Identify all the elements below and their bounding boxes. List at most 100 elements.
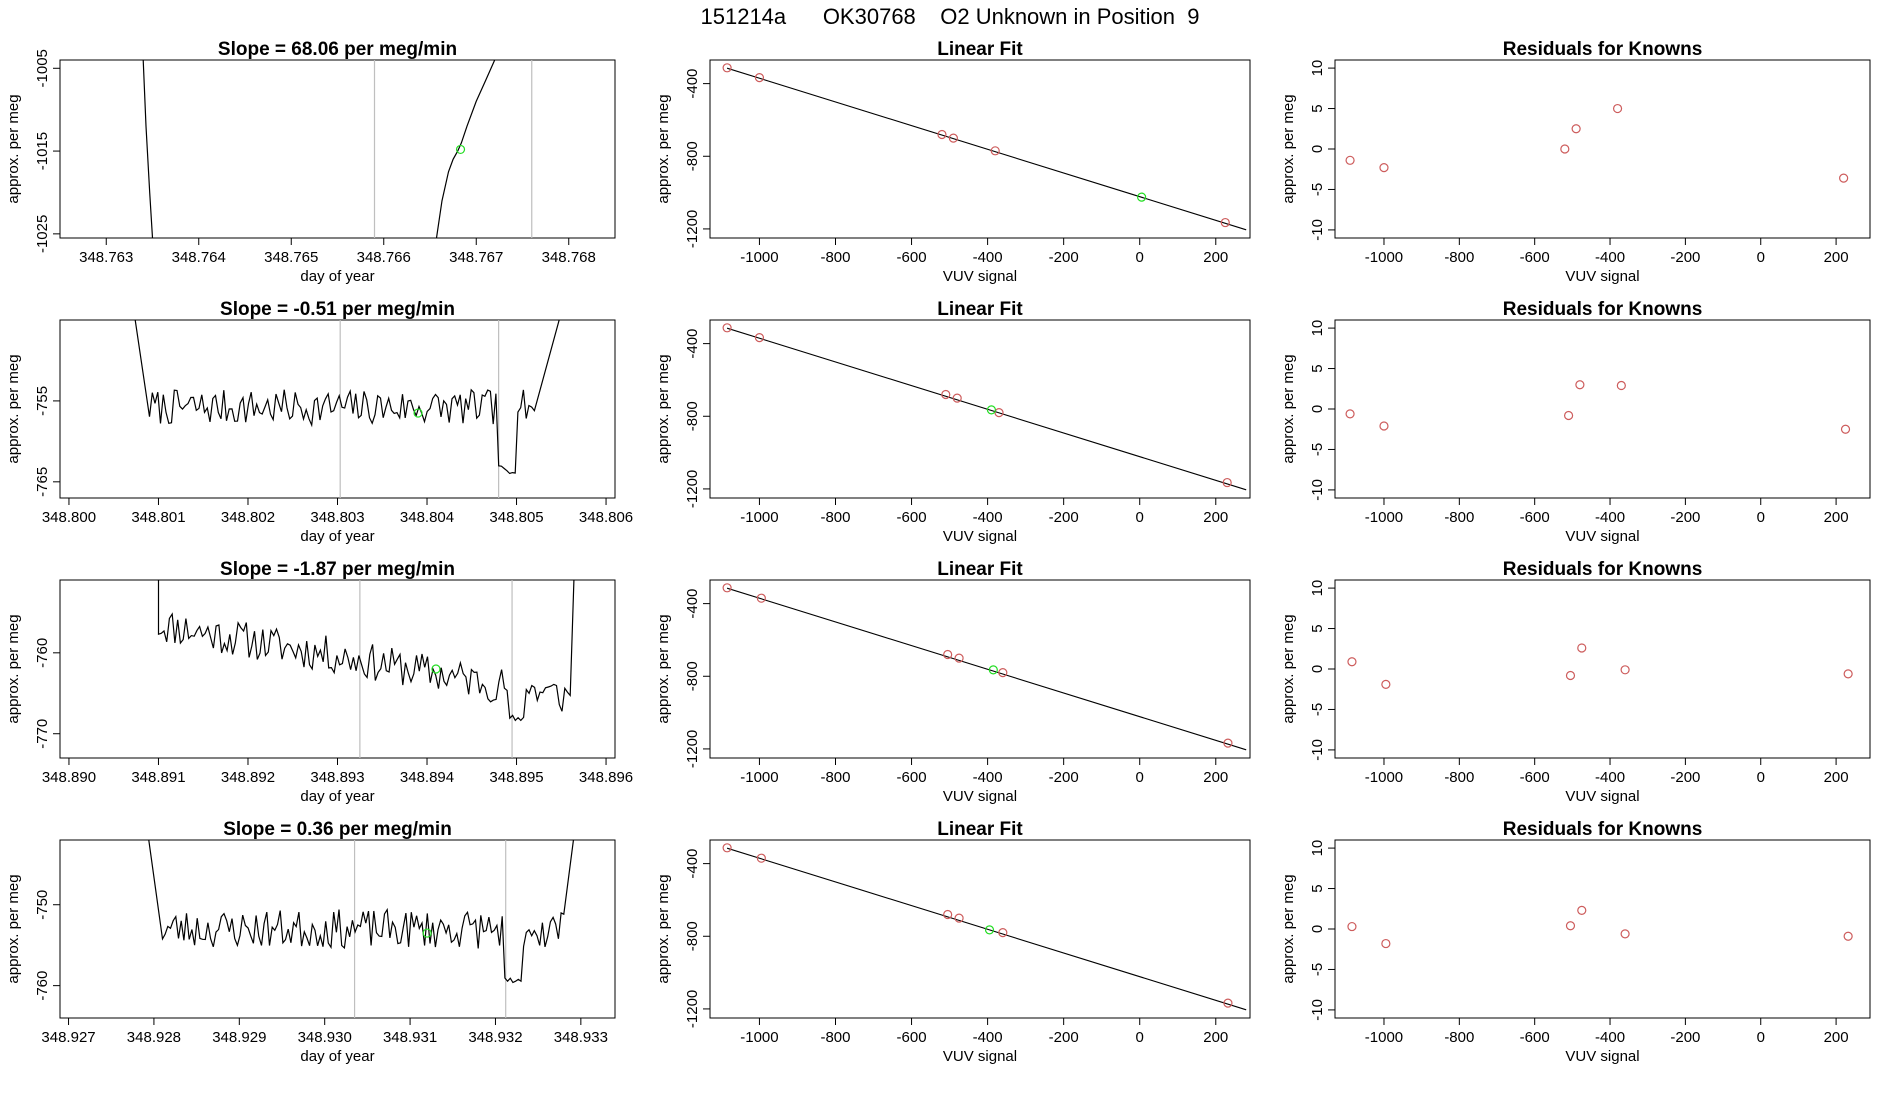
x-tick-label: 348.932 [468,1029,522,1046]
plot-frame [59,839,616,1019]
y-tick-label: -400 [684,69,701,99]
known-point [1220,217,1230,228]
plot-area [1347,643,1853,689]
y-tick-label: -5 [1309,443,1326,456]
x-axis-label: VUV signal [943,1048,1017,1065]
x-tick-label: 348.806 [579,509,633,526]
fit-line [726,67,1247,231]
x-tick-label: 348.802 [221,509,275,526]
unknown-point [455,144,466,155]
y-tick-label: -400 [684,849,701,879]
y-tick-label: 5 [1309,104,1326,112]
x-tick-label: 348.804 [400,509,454,526]
x-tick-label: -1000 [740,769,778,786]
y-tick-label: 10 [1309,320,1326,337]
x-tick-label: 348.764 [172,249,226,266]
x-tick-label: -800 [820,509,850,526]
panel-title: Linear Fit [937,39,1023,60]
panel-r1-resid: Residuals for Knowns-1000 -800 -600 -400 -20… [1280,39,1871,285]
x-tick-label: 348.930 [298,1029,352,1046]
y-tick-label: -5 [1309,183,1326,196]
x-tick-label: -1000 [1365,249,1403,266]
x-tick-label: -400 [1595,249,1625,266]
x-tick-label: 0 [1757,1029,1765,1046]
x-tick-label: 348.929 [212,1029,266,1046]
unknown-point [1137,192,1147,202]
panel-r1-trace: Slope = 68.06 per meg/min 348.763 348.764 3… [5,39,616,285]
y-tick-label: -770 [34,719,51,749]
x-axis-label: VUV signal [1565,1048,1639,1065]
x-axis-label: day of year [300,268,374,285]
y-tick-label: -1005 [34,49,51,87]
x-tick-label: -400 [973,769,1003,786]
y-tick-label: 10 [1309,580,1326,597]
y-tick-label: -10 [1309,219,1326,241]
y-axis-label: approx. per meg [1280,94,1297,203]
y-axis-label: approx. per meg [655,94,672,203]
panel-title: Residuals for Knowns [1503,559,1703,580]
known-point [1577,905,1587,915]
x-tick-label: 200 [1824,769,1849,786]
x-tick-label: 348.933 [554,1029,608,1046]
known-point [948,133,958,143]
panel-r3-resid: Residuals for Knowns-1000 -800 -600 -400 -20… [1280,559,1871,805]
plot-frame [1334,59,1871,239]
known-point [1843,931,1853,941]
plot-frame [709,319,1251,499]
panel-title: Residuals for Knowns [1503,39,1703,60]
x-tick-label: -400 [1595,769,1625,786]
x-tick-label: 348.893 [310,769,364,786]
x-tick-label: 348.891 [131,769,185,786]
x-tick-label: 348.892 [221,769,275,786]
x-tick-label: -600 [897,249,927,266]
y-axis-label: approx. per meg [5,874,22,983]
y-tick-label: -1200 [684,730,701,768]
y-axis-label: approx. per meg [1280,874,1297,983]
x-tick-label: 348.894 [400,769,454,786]
panel-r3-fit: Linear Fit -1000 -800 -600 -400 -200 0 200 -400 -… [655,559,1251,805]
x-tick-label: 200 [1203,1029,1228,1046]
known-point [937,129,947,140]
plot-area [134,320,560,498]
plot-frame [709,59,1251,239]
known-point [1616,380,1626,391]
plot-frame [1334,839,1871,1019]
panels: Slope = 68.06 per meg/min 348.763 348.764 3… [5,39,1871,1065]
x-tick-label: -800 [1444,249,1474,266]
trace-line [148,840,575,984]
y-tick-label: 10 [1309,840,1326,857]
y-tick-label: -1025 [34,215,51,253]
plot-area [148,840,575,1018]
known-point [754,73,765,83]
trace-line [142,60,154,238]
unknown-point [413,408,423,418]
plot-area [722,63,1247,231]
x-axis-label: day of year [300,788,374,805]
x-axis-label: VUV signal [943,268,1017,285]
known-point [990,146,1000,156]
plot-frame [59,59,616,239]
y-tick-label: -1200 [684,210,701,248]
x-tick-label: -200 [1670,769,1700,786]
panel-r2-fit: Linear Fit -1000 -800 -600 -400 -200 0 200 -400 -… [655,299,1251,545]
known-point [941,389,951,400]
x-tick-label: -1000 [740,1029,778,1046]
unknown-point [988,665,998,675]
plot-frame [59,579,616,759]
plot-area [722,323,1247,491]
known-point [1379,421,1389,431]
page-title: 151214a OK30768 O2 Unknown in Position 9 [701,4,1200,29]
y-axis-label: approx. per meg [5,354,22,463]
y-tick-label: -1015 [34,132,51,170]
panel-title: Linear Fit [937,819,1023,840]
panel-title: Residuals for Knowns [1503,299,1703,320]
x-tick-label: 348.765 [264,249,318,266]
x-tick-label: 348.767 [449,249,503,266]
y-tick-label: -400 [684,589,701,619]
known-point [754,333,765,343]
known-point [1560,144,1570,154]
x-axis-label: VUV signal [1565,268,1639,285]
plot-frame [1334,319,1871,499]
x-tick-label: -400 [1595,509,1625,526]
panel-title: Slope = 0.36 per meg/min [223,819,452,840]
